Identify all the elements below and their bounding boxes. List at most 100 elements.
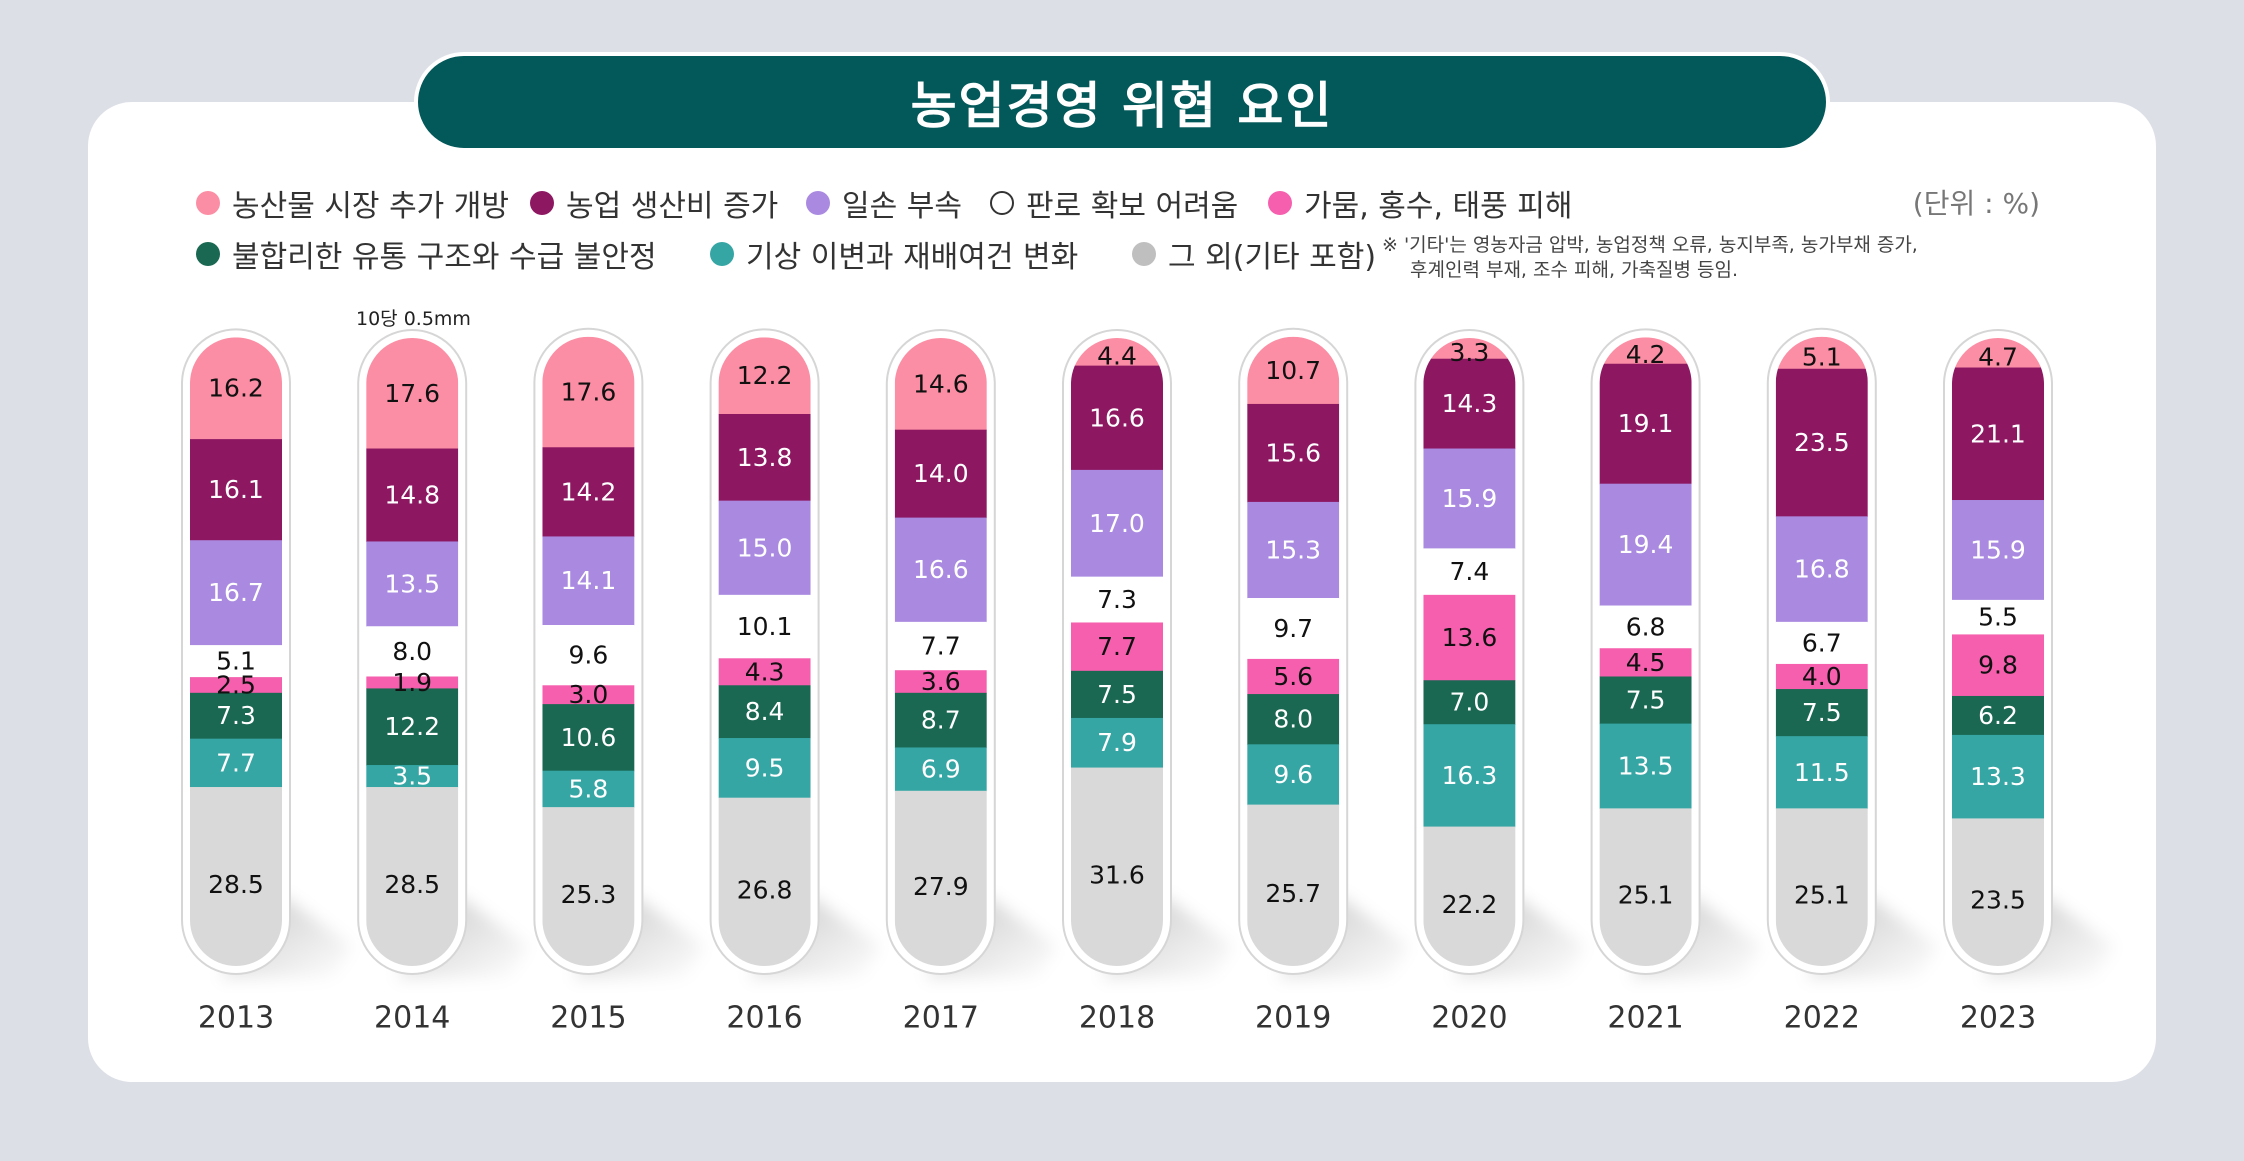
bar-segment — [1775, 808, 1868, 966]
data-label: 5.1 — [216, 647, 256, 676]
bar-segment — [542, 336, 635, 448]
bar-segment — [1775, 689, 1868, 737]
bar-2019 — [1247, 336, 1340, 966]
data-label: 8.0 — [392, 637, 432, 666]
legend-dot-icon — [1132, 242, 1156, 266]
data-label: 14.6 — [913, 369, 969, 398]
bar-segment — [542, 770, 635, 808]
data-label: 14.3 — [1442, 389, 1498, 418]
legend-label: 불합리한 유통 구조와 수급 불안정 — [232, 240, 657, 275]
data-label: 7.7 — [921, 632, 961, 661]
data-label: 3.3 — [1450, 338, 1490, 367]
bar-segment — [1071, 365, 1163, 471]
bar-segment — [1071, 717, 1163, 769]
data-label: 19.4 — [1618, 530, 1674, 559]
unit-label: (단위 : %) — [1912, 187, 2040, 220]
bar-2013 — [190, 337, 282, 966]
x-tick-label: 2014 — [374, 1001, 450, 1036]
legend-label: 가뭄, 홍수, 태풍 피해 — [1304, 189, 1573, 224]
bar-segment — [366, 676, 459, 690]
data-label: 7.3 — [1097, 585, 1137, 614]
data-label: 10.1 — [737, 612, 793, 641]
data-label: 7.3 — [216, 701, 256, 730]
bar-2014 — [366, 338, 459, 966]
bar-segment — [1247, 501, 1340, 599]
data-label: 7.9 — [1097, 728, 1137, 757]
legend-dot-icon — [196, 191, 220, 215]
bar-segment — [366, 688, 459, 766]
x-tick-label: 2015 — [550, 1001, 626, 1036]
data-label: 31.6 — [1089, 860, 1145, 889]
bar-segment — [1423, 724, 1516, 828]
legend-item-production-cost: 농업 생산비 증가 — [530, 181, 778, 225]
data-label: 11.5 — [1794, 758, 1850, 787]
legend-label: 기상 이변과 재배여건 변화 — [746, 240, 1079, 275]
legend-dot-icon — [710, 242, 734, 266]
footnote-line-1: ※ '기타'는 영농자금 압박, 농업정책 오류, 농지부족, 농가부채 증가, — [1382, 234, 1918, 256]
data-label: 14.8 — [384, 481, 440, 510]
data-label: 9.5 — [745, 753, 785, 782]
bar-2023 — [1952, 338, 2044, 966]
data-label: 7.4 — [1450, 557, 1490, 586]
bar-segment — [1247, 658, 1340, 695]
bar-segment — [1952, 367, 2044, 501]
bar-segment — [366, 448, 459, 543]
bar-segment — [190, 439, 282, 541]
x-tick-label: 2018 — [1079, 1001, 1155, 1036]
bar-segment — [1599, 483, 1692, 607]
bar-segment — [1071, 576, 1163, 624]
bar-2021 — [1599, 337, 1692, 966]
bar-segment — [894, 747, 987, 792]
data-label: 7.7 — [216, 748, 256, 777]
bar-segment — [894, 338, 987, 431]
bar-segment — [1247, 597, 1340, 660]
legend-dot-icon — [530, 191, 554, 215]
data-label: 7.5 — [1626, 686, 1666, 715]
bar-segment — [1071, 469, 1163, 578]
x-tick-label: 2019 — [1255, 1001, 1331, 1036]
bar-segment — [718, 500, 811, 596]
data-label: 4.7 — [1978, 342, 2018, 371]
data-label: 4.4 — [1097, 341, 1137, 370]
bar-segment — [1423, 594, 1516, 681]
bar-segment — [1952, 734, 2044, 820]
bar-segment — [190, 692, 282, 740]
data-label: 17.0 — [1089, 509, 1145, 538]
bar-segment — [542, 536, 635, 626]
bar-segment — [894, 790, 987, 966]
data-label: 13.8 — [737, 443, 793, 472]
bar-2020 — [1423, 338, 1516, 966]
data-label: 3.0 — [569, 680, 609, 709]
bar-segment — [190, 787, 282, 966]
bar-segment — [1599, 363, 1692, 485]
bar-2015 — [542, 336, 635, 966]
data-label: 28.5 — [384, 870, 440, 899]
bar-segment — [1775, 736, 1868, 809]
data-label: 15.0 — [737, 533, 793, 562]
data-label: 15.9 — [1970, 535, 2026, 564]
data-label: 6.7 — [1802, 628, 1842, 657]
data-label: 5.1 — [1802, 342, 1842, 371]
bar-segment — [1247, 403, 1340, 503]
bar-segment — [1071, 670, 1163, 719]
data-label: 5.8 — [569, 774, 609, 803]
data-label: 16.7 — [208, 578, 264, 607]
bar-segment — [366, 765, 459, 788]
bar-2017 — [894, 338, 987, 966]
data-label: 15.3 — [1265, 535, 1321, 564]
bar-2022 — [1775, 336, 1868, 966]
bar-segment — [1423, 358, 1516, 450]
x-tick-label: 2013 — [198, 1001, 274, 1036]
bar-segment — [718, 337, 811, 415]
bar-segment — [718, 658, 811, 686]
data-label: 13.5 — [384, 569, 440, 598]
data-label: 9.6 — [569, 641, 609, 670]
bar-segment — [1247, 744, 1340, 806]
data-label: 7.0 — [1450, 688, 1490, 717]
data-label: 22.2 — [1442, 890, 1498, 919]
bar-segment — [366, 541, 459, 627]
bar-segment — [1775, 368, 1868, 517]
bar-2016 — [718, 337, 811, 966]
data-label: 10.6 — [561, 723, 617, 752]
x-tick-label: 2022 — [1784, 1001, 1860, 1036]
